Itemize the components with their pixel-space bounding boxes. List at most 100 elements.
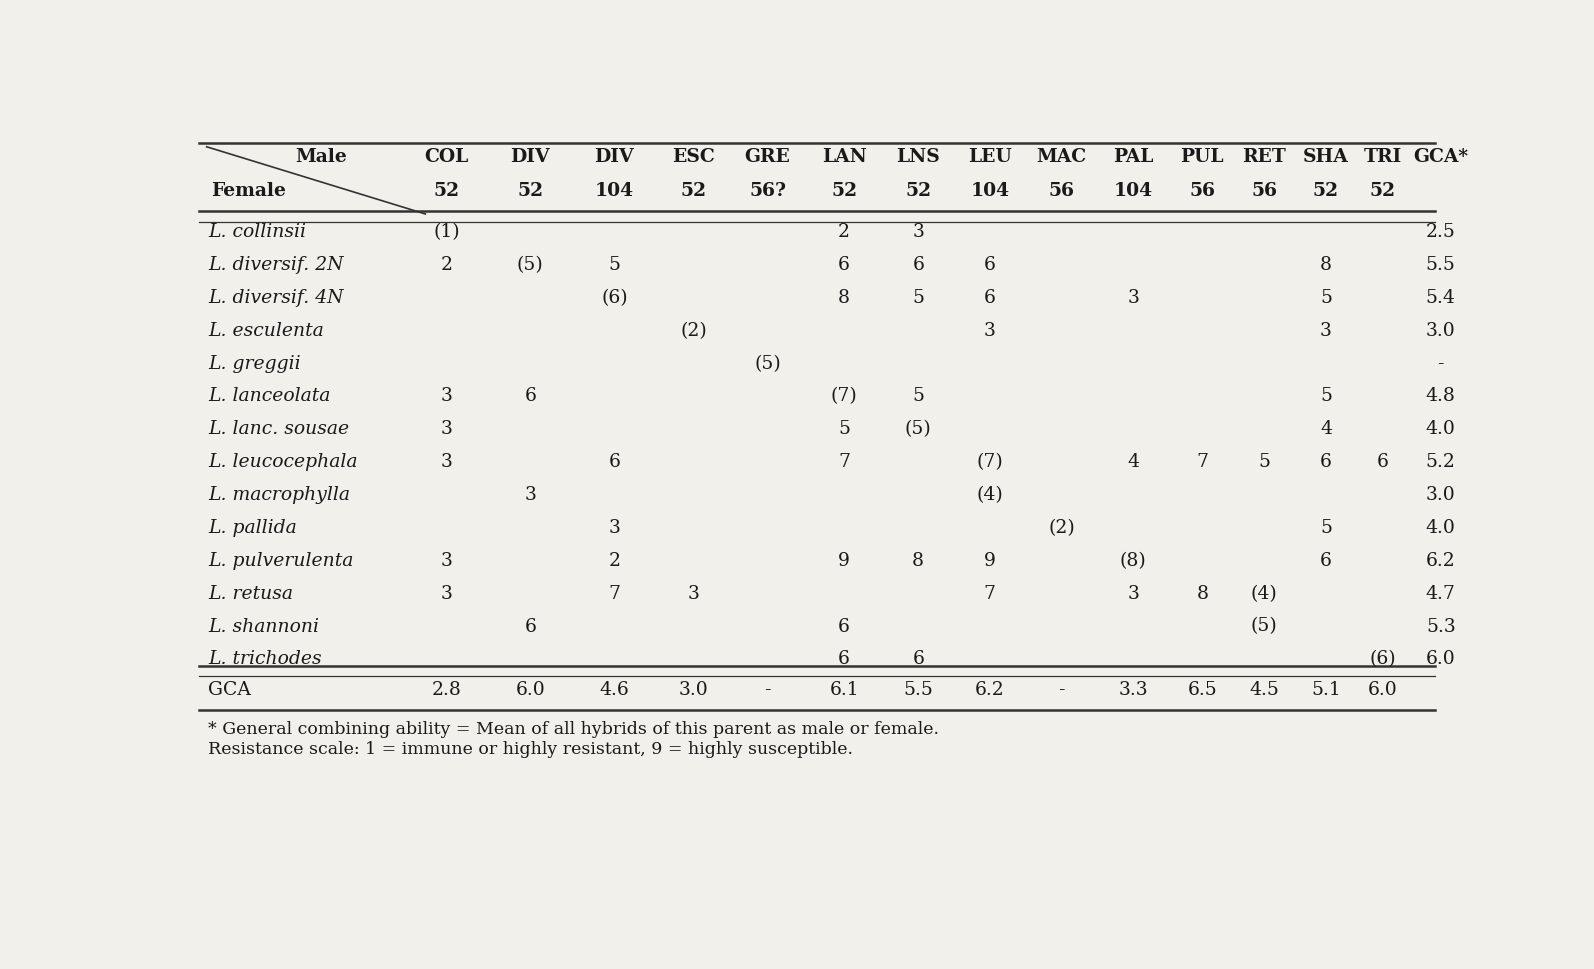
Text: 5.1: 5.1 — [1310, 680, 1341, 698]
Text: 3: 3 — [609, 518, 620, 537]
Text: LNS: LNS — [896, 148, 940, 167]
Text: 3: 3 — [687, 584, 700, 602]
Text: 3: 3 — [524, 485, 536, 504]
Text: 56?: 56? — [749, 182, 786, 200]
Text: (6): (6) — [1369, 650, 1396, 668]
Text: 3: 3 — [440, 453, 453, 471]
Text: 56: 56 — [1189, 182, 1215, 200]
Text: 104: 104 — [1114, 182, 1152, 200]
Text: 52: 52 — [434, 182, 459, 200]
Text: DIV: DIV — [510, 148, 550, 167]
Text: (8): (8) — [1121, 551, 1146, 569]
Text: (6): (6) — [601, 289, 628, 306]
Text: L. collinsii: L. collinsii — [207, 223, 306, 241]
Text: 52: 52 — [1369, 182, 1396, 200]
Text: 3.0: 3.0 — [1427, 485, 1455, 504]
Text: GCA: GCA — [207, 680, 250, 698]
Text: 4.7: 4.7 — [1427, 584, 1455, 602]
Text: LEU: LEU — [968, 148, 1012, 167]
Text: 5: 5 — [1320, 289, 1333, 306]
Text: L. leucocephala: L. leucocephala — [207, 453, 357, 471]
Text: COL: COL — [424, 148, 469, 167]
Text: PUL: PUL — [1181, 148, 1224, 167]
Text: 3.0: 3.0 — [679, 680, 708, 698]
Text: 6.2: 6.2 — [976, 680, 1004, 698]
Text: 3.3: 3.3 — [1119, 680, 1148, 698]
Text: 7: 7 — [838, 453, 850, 471]
Text: 3: 3 — [912, 223, 925, 241]
Text: 9: 9 — [838, 551, 850, 569]
Text: MAC: MAC — [1036, 148, 1087, 167]
Text: 4: 4 — [1127, 453, 1140, 471]
Text: L. macrophylla: L. macrophylla — [207, 485, 351, 504]
Text: 2.5: 2.5 — [1427, 223, 1455, 241]
Text: 5.5: 5.5 — [904, 680, 932, 698]
Text: 6: 6 — [838, 256, 850, 274]
Text: 3: 3 — [983, 322, 996, 339]
Text: 4.8: 4.8 — [1427, 387, 1455, 405]
Text: 52: 52 — [830, 182, 858, 200]
Text: (7): (7) — [977, 453, 1003, 471]
Text: 6: 6 — [838, 650, 850, 668]
Text: L. trichodes: L. trichodes — [207, 650, 322, 668]
Text: (2): (2) — [1049, 518, 1074, 537]
Text: 5: 5 — [912, 289, 925, 306]
Text: (5): (5) — [905, 420, 931, 438]
Text: (4): (4) — [1251, 584, 1277, 602]
Text: 3.0: 3.0 — [1427, 322, 1455, 339]
Text: 6.2: 6.2 — [1427, 551, 1455, 569]
Text: GRE: GRE — [744, 148, 791, 167]
Text: ESC: ESC — [673, 148, 714, 167]
Text: GCA*: GCA* — [1414, 148, 1468, 167]
Text: TRI: TRI — [1363, 148, 1401, 167]
Text: L. pallida: L. pallida — [207, 518, 296, 537]
Text: 6: 6 — [609, 453, 620, 471]
Text: -: - — [1438, 355, 1444, 372]
Text: L. retusa: L. retusa — [207, 584, 293, 602]
Text: (5): (5) — [1251, 617, 1277, 635]
Text: 9: 9 — [983, 551, 996, 569]
Text: 8: 8 — [912, 551, 925, 569]
Text: 6: 6 — [983, 289, 996, 306]
Text: L. lanc. sousae: L. lanc. sousae — [207, 420, 349, 438]
Text: L. diversif. 4N: L. diversif. 4N — [207, 289, 343, 306]
Text: L. pulverulenta: L. pulverulenta — [207, 551, 354, 569]
Text: 6: 6 — [838, 617, 850, 635]
Text: 3: 3 — [440, 387, 453, 405]
Text: DIV: DIV — [595, 148, 634, 167]
Text: 4.6: 4.6 — [599, 680, 630, 698]
Text: 2.8: 2.8 — [432, 680, 461, 698]
Text: 52: 52 — [905, 182, 931, 200]
Text: 6: 6 — [524, 387, 536, 405]
Text: 5: 5 — [1320, 518, 1333, 537]
Text: (4): (4) — [977, 485, 1003, 504]
Text: 6.0: 6.0 — [1368, 680, 1398, 698]
Text: 6: 6 — [1377, 453, 1388, 471]
Text: 5: 5 — [1320, 387, 1333, 405]
Text: 104: 104 — [595, 182, 634, 200]
Text: 5.3: 5.3 — [1427, 617, 1455, 635]
Text: (7): (7) — [830, 387, 858, 405]
Text: 6.0: 6.0 — [1427, 650, 1455, 668]
Text: 8: 8 — [838, 289, 850, 306]
Text: SHA: SHA — [1302, 148, 1349, 167]
Text: LAN: LAN — [823, 148, 867, 167]
Text: L. shannoni: L. shannoni — [207, 617, 319, 635]
Text: Male: Male — [296, 148, 347, 167]
Text: L. diversif. 2N: L. diversif. 2N — [207, 256, 343, 274]
Text: (5): (5) — [754, 355, 781, 372]
Text: 5: 5 — [838, 420, 850, 438]
Text: 7: 7 — [983, 584, 996, 602]
Text: 2: 2 — [440, 256, 453, 274]
Text: (1): (1) — [434, 223, 459, 241]
Text: * General combining ability = Mean of all hybrids of this parent as male or fema: * General combining ability = Mean of al… — [207, 720, 939, 737]
Text: -: - — [764, 680, 771, 698]
Text: 6.5: 6.5 — [1188, 680, 1218, 698]
Text: 5: 5 — [609, 256, 620, 274]
Text: 56: 56 — [1049, 182, 1074, 200]
Text: 8: 8 — [1320, 256, 1333, 274]
Text: Female: Female — [212, 182, 287, 200]
Text: 52: 52 — [1313, 182, 1339, 200]
Text: 3: 3 — [1320, 322, 1333, 339]
Text: L. esculenta: L. esculenta — [207, 322, 324, 339]
